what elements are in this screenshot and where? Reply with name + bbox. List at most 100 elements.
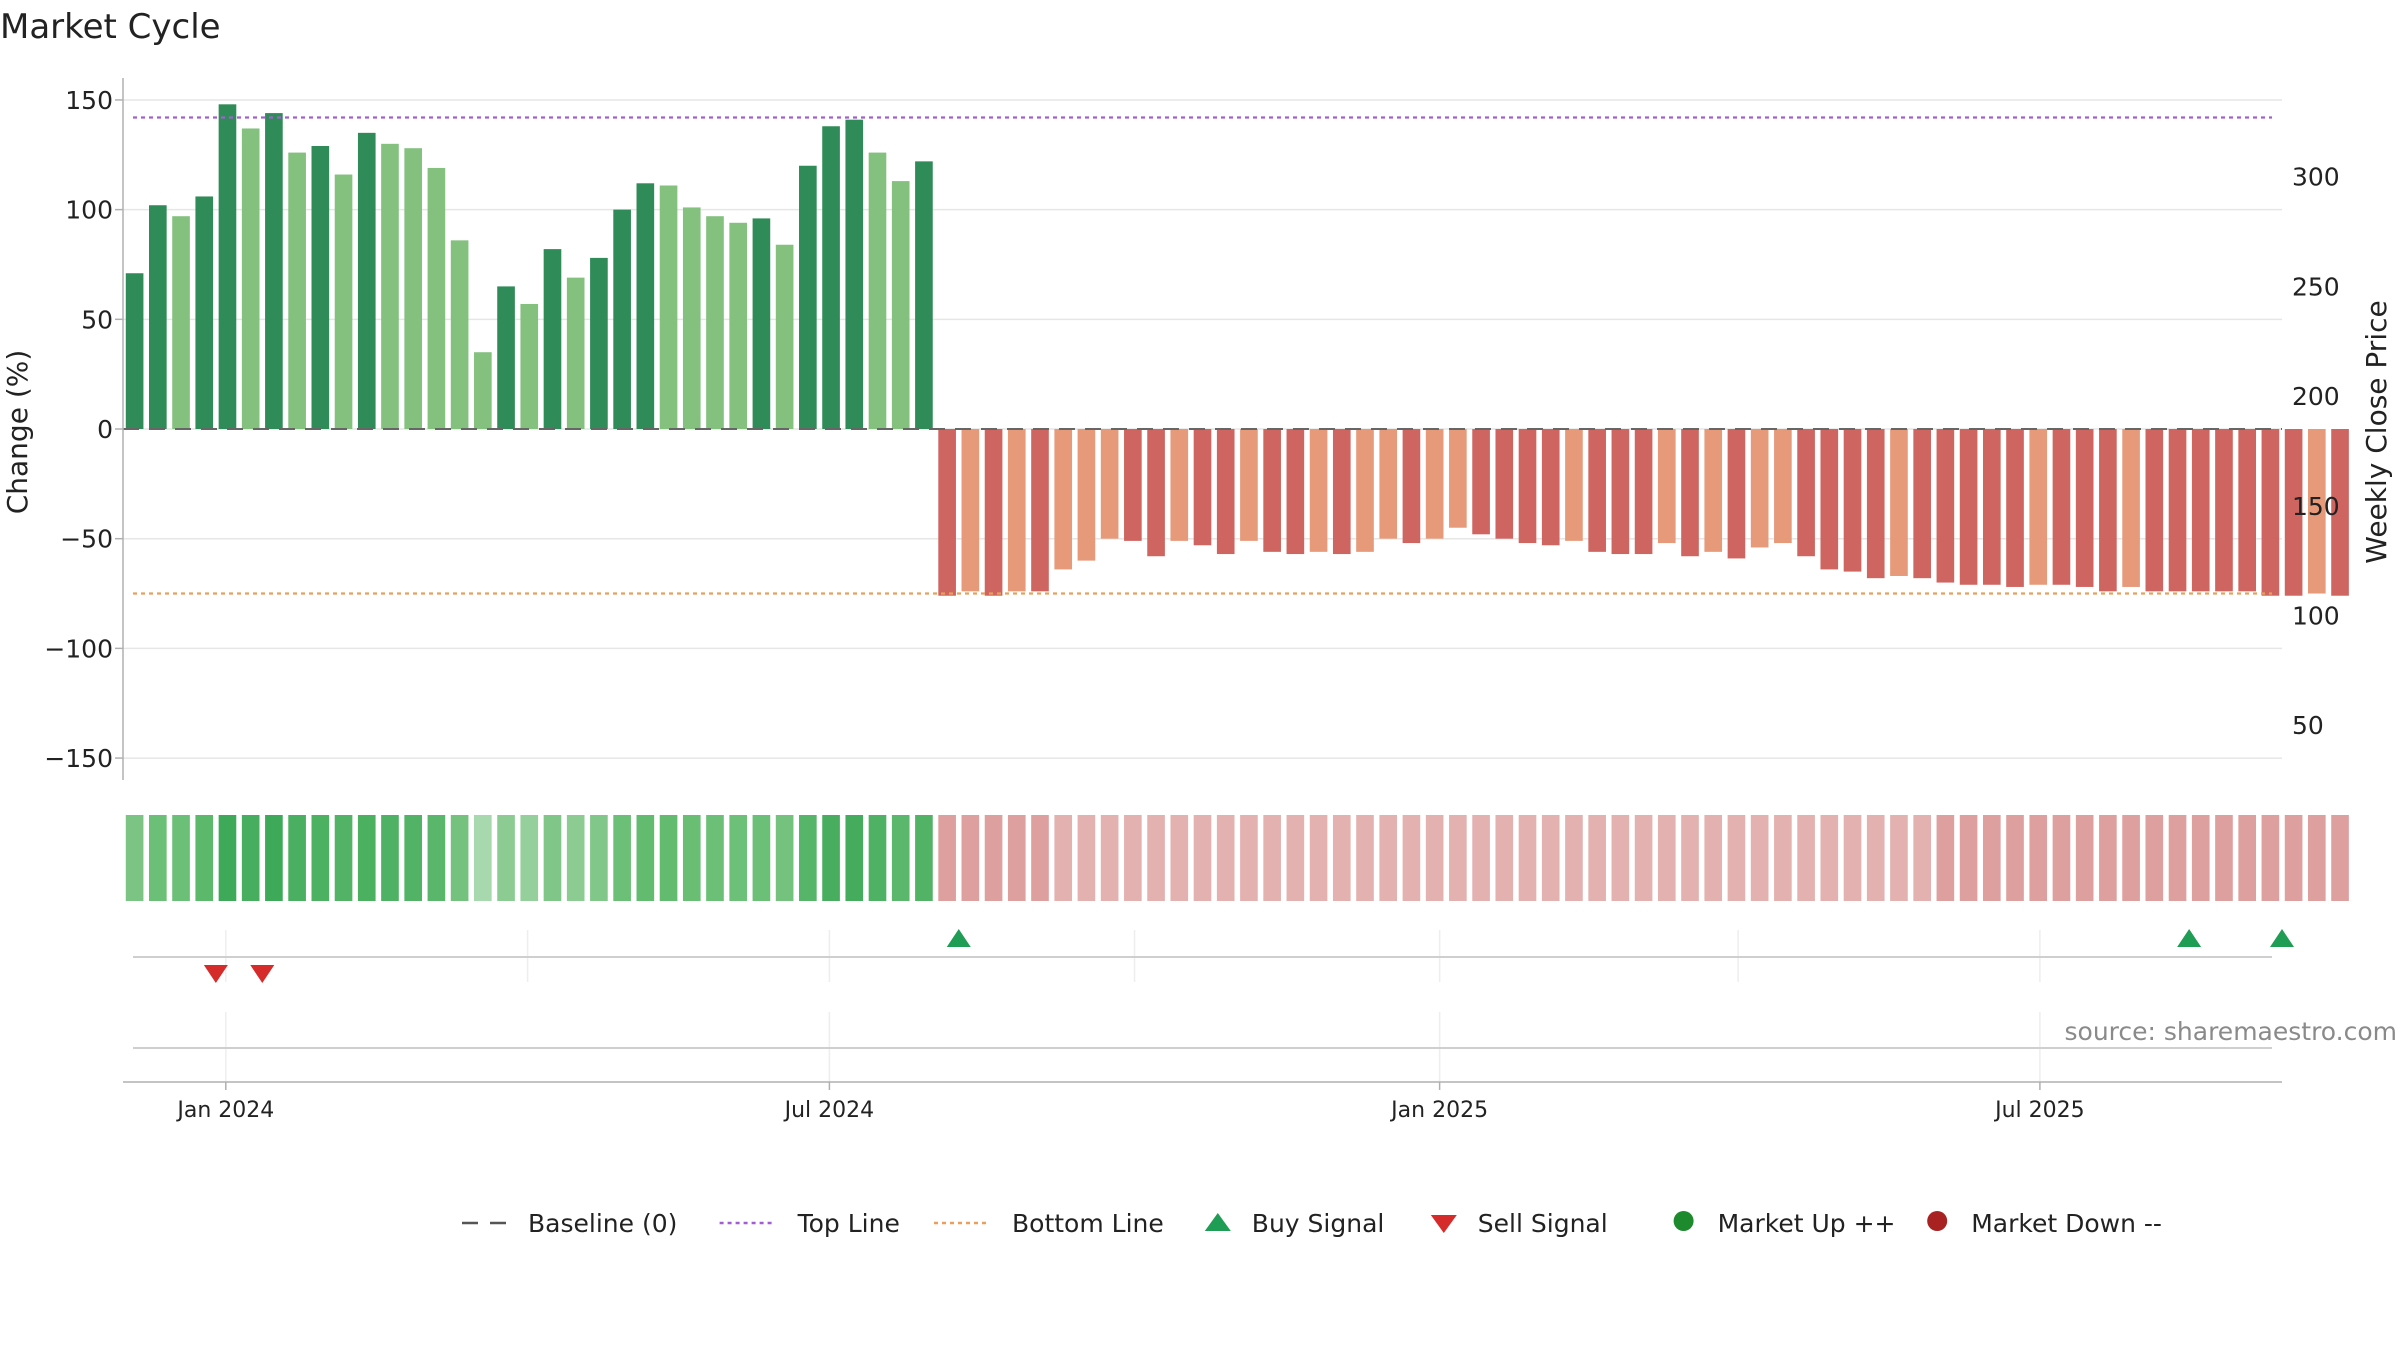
buy-signal-marker	[2270, 929, 2294, 947]
signals-panel	[133, 929, 2294, 1082]
cycle-strip-cell	[590, 815, 608, 901]
cycle-strip-cell	[566, 815, 585, 901]
cycle-bar	[357, 132, 376, 429]
cycle-strip-cell	[1681, 815, 1699, 901]
cycle-bar	[775, 244, 794, 429]
cycle-bar	[520, 303, 539, 429]
cycle-bar	[404, 148, 423, 429]
cycle-strip-cell	[961, 815, 980, 901]
cycle-bar	[1750, 429, 1769, 548]
cycle-bar	[1286, 429, 1305, 555]
buy-signal-marker	[946, 929, 971, 947]
cycle-bar	[1124, 429, 1142, 541]
y2-tick-label: 250	[2292, 272, 2340, 301]
cycle-strip-cell	[265, 815, 283, 901]
y2-tick-label: 300	[2292, 163, 2340, 192]
cycle-bar	[891, 181, 910, 429]
cycle-bar	[1913, 429, 1931, 579]
cycle-strip-cell	[381, 815, 399, 901]
cycle-bar	[1147, 429, 1165, 557]
cycle-bar	[2168, 429, 2187, 592]
x-axis: Jan 2024 Jul 2024 Jan 2025 Jul 2025	[123, 1081, 2282, 1123]
cycle-bar	[961, 429, 980, 592]
legend-market-down-swatch	[1927, 1211, 1948, 1231]
cycle-bar	[752, 218, 771, 429]
cycle-strip-cell	[1054, 815, 1073, 901]
cycle-strip-cell	[1843, 815, 1862, 901]
legend-item: Bottom Line	[934, 1209, 1164, 1238]
cycle-strip-cell	[1657, 815, 1676, 901]
cycle-strip-cell	[2284, 815, 2303, 901]
legend-item: Market Up ++	[1673, 1209, 1896, 1238]
cycle-strip-cell	[497, 815, 515, 901]
cycle-bar	[1170, 429, 1189, 541]
cycle-strip-cell	[915, 815, 933, 901]
cycle-strip-cell	[2308, 815, 2326, 901]
cycle-bar	[2052, 429, 2071, 585]
cycle-bar	[381, 143, 399, 429]
legend-item: Baseline (0)	[462, 1209, 677, 1238]
cycle-bar	[1332, 429, 1351, 555]
y-tick-label: 100	[65, 196, 113, 225]
cycle-strip-cell	[1982, 815, 2001, 901]
cycle-bar	[636, 183, 655, 429]
chart-title: Market Cycle	[0, 7, 221, 47]
cycle-strip-cell	[1634, 815, 1653, 901]
cycle-bar	[265, 113, 283, 429]
cycle-bar	[2075, 429, 2094, 587]
cycle-bar	[2099, 429, 2117, 592]
cycle-strip-cell	[636, 815, 655, 901]
cycle-strip-cell	[868, 815, 887, 901]
cycle-bar	[1356, 429, 1374, 552]
cycle-bar	[1657, 429, 1676, 544]
legend-label: Bottom Line	[1012, 1209, 1164, 1238]
cycle-bar	[2122, 429, 2140, 587]
y-tick-label: 0	[97, 415, 113, 444]
cycle-strip-cell	[1216, 815, 1235, 901]
cycle-bar	[1774, 429, 1792, 544]
cycle-strip-cell	[1913, 815, 1931, 901]
cycle-strip-cell	[682, 815, 701, 901]
cycle-strip-cell	[613, 815, 631, 901]
cycle-strip-cell	[1124, 815, 1142, 901]
cycle-strip-cell	[1588, 815, 1606, 901]
legend-buy-swatch	[1204, 1213, 1231, 1231]
cycle-bar	[497, 286, 515, 429]
cycle-bar	[427, 167, 446, 429]
cycle-bar	[1681, 429, 1699, 557]
cycle-strip-cell	[450, 815, 469, 901]
cycle-strip-cell	[172, 815, 190, 901]
cycle-strip-cell	[1936, 815, 1955, 901]
cycle-strip-cell	[2238, 815, 2256, 901]
cycle-strip-cell	[2215, 815, 2233, 901]
cycle-strip-cell	[195, 815, 214, 901]
bars-layer	[125, 104, 2349, 596]
cycle-bar	[1054, 429, 1073, 570]
legend-label: Buy Signal	[1252, 1209, 1385, 1238]
cycle-bar	[822, 126, 840, 429]
cycle-strip-cell	[845, 815, 864, 901]
cycle-bar	[1007, 429, 1026, 592]
cycle-strip-cell	[2331, 815, 2349, 901]
cycle-bar	[1634, 429, 1653, 555]
cycle-bar	[1565, 429, 1583, 541]
cycle-strip-cell	[891, 815, 910, 901]
legend-label: Top Line	[797, 1209, 900, 1238]
y-tick-label: 50	[81, 305, 113, 334]
cycle-strip-cell	[1170, 815, 1189, 901]
cycle-strip	[125, 815, 2349, 901]
cycle-strip-cell	[311, 815, 330, 901]
cycle-strip-cell	[1077, 815, 1096, 901]
cycle-strip-cell	[1263, 815, 1281, 901]
cycle-bar	[2191, 429, 2210, 592]
cycle-bar	[543, 249, 562, 429]
legend-market-up-swatch	[1673, 1211, 1694, 1231]
cycle-bar	[613, 209, 631, 429]
cycle-strip-cell	[1774, 815, 1792, 901]
y-tick-label: −50	[60, 525, 113, 554]
cycle-bar	[1379, 429, 1398, 539]
cycle-bar	[1077, 429, 1096, 561]
cycle-strip-cell	[1425, 815, 1444, 901]
cycle-strip-cell	[1332, 815, 1351, 901]
